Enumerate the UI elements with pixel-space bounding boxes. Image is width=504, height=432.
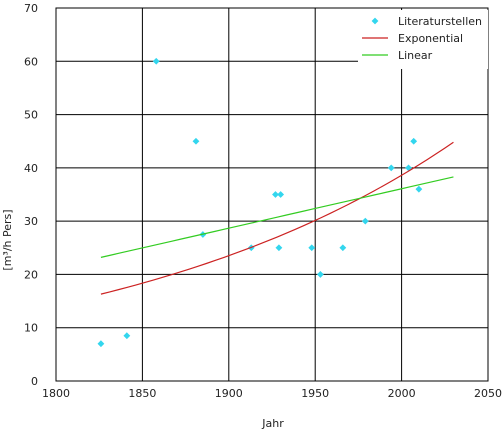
y-tick-label: 40 [24, 162, 38, 175]
series-layer [97, 57, 454, 348]
x-tick-label: 1950 [301, 387, 329, 400]
x-tick-label: 2050 [474, 387, 502, 400]
legend-label: Literaturstellen [398, 15, 482, 28]
data-point [272, 191, 279, 198]
x-axis-label: Jahr [261, 417, 284, 430]
y-tick-label: 60 [24, 55, 38, 68]
y-tick-label: 70 [24, 2, 38, 15]
legend-marker [371, 17, 379, 25]
legend-label: Exponential [398, 32, 463, 45]
legend-label: Linear [398, 49, 433, 62]
data-point [387, 164, 395, 172]
data-point [123, 332, 131, 340]
data-point [275, 244, 283, 252]
x-tick-label: 1850 [128, 387, 156, 400]
y-axis-label: [m³/h Pers] [1, 209, 14, 270]
x-tick-label: 2000 [388, 387, 416, 400]
data-point [410, 137, 418, 145]
legend: Literaturstellen Exponential Linear [358, 10, 488, 69]
y-tick-label: 50 [24, 109, 38, 122]
data-point [152, 57, 160, 65]
plot-frame [55, 7, 489, 382]
axes: 1800 1850 1900 1950 2000 2050 0 10 20 30 40 50 60 70 [24, 2, 502, 400]
data-point [415, 185, 423, 193]
y-tick-label: 10 [24, 322, 38, 335]
data-point [339, 244, 347, 252]
y-tick-label: 30 [24, 215, 38, 228]
x-tick-label: 1800 [42, 387, 70, 400]
x-tick-label: 1900 [215, 387, 243, 400]
y-tick-label: 0 [31, 375, 38, 388]
data-point [316, 271, 324, 278]
data-point [97, 340, 105, 348]
legend-background [358, 10, 488, 69]
data-point [308, 244, 316, 252]
data-point [361, 217, 369, 225]
data-point [192, 137, 200, 145]
y-tick-label: 20 [24, 268, 38, 281]
series-line [100, 176, 454, 258]
series-line [100, 141, 454, 295]
data-point [277, 191, 285, 198]
